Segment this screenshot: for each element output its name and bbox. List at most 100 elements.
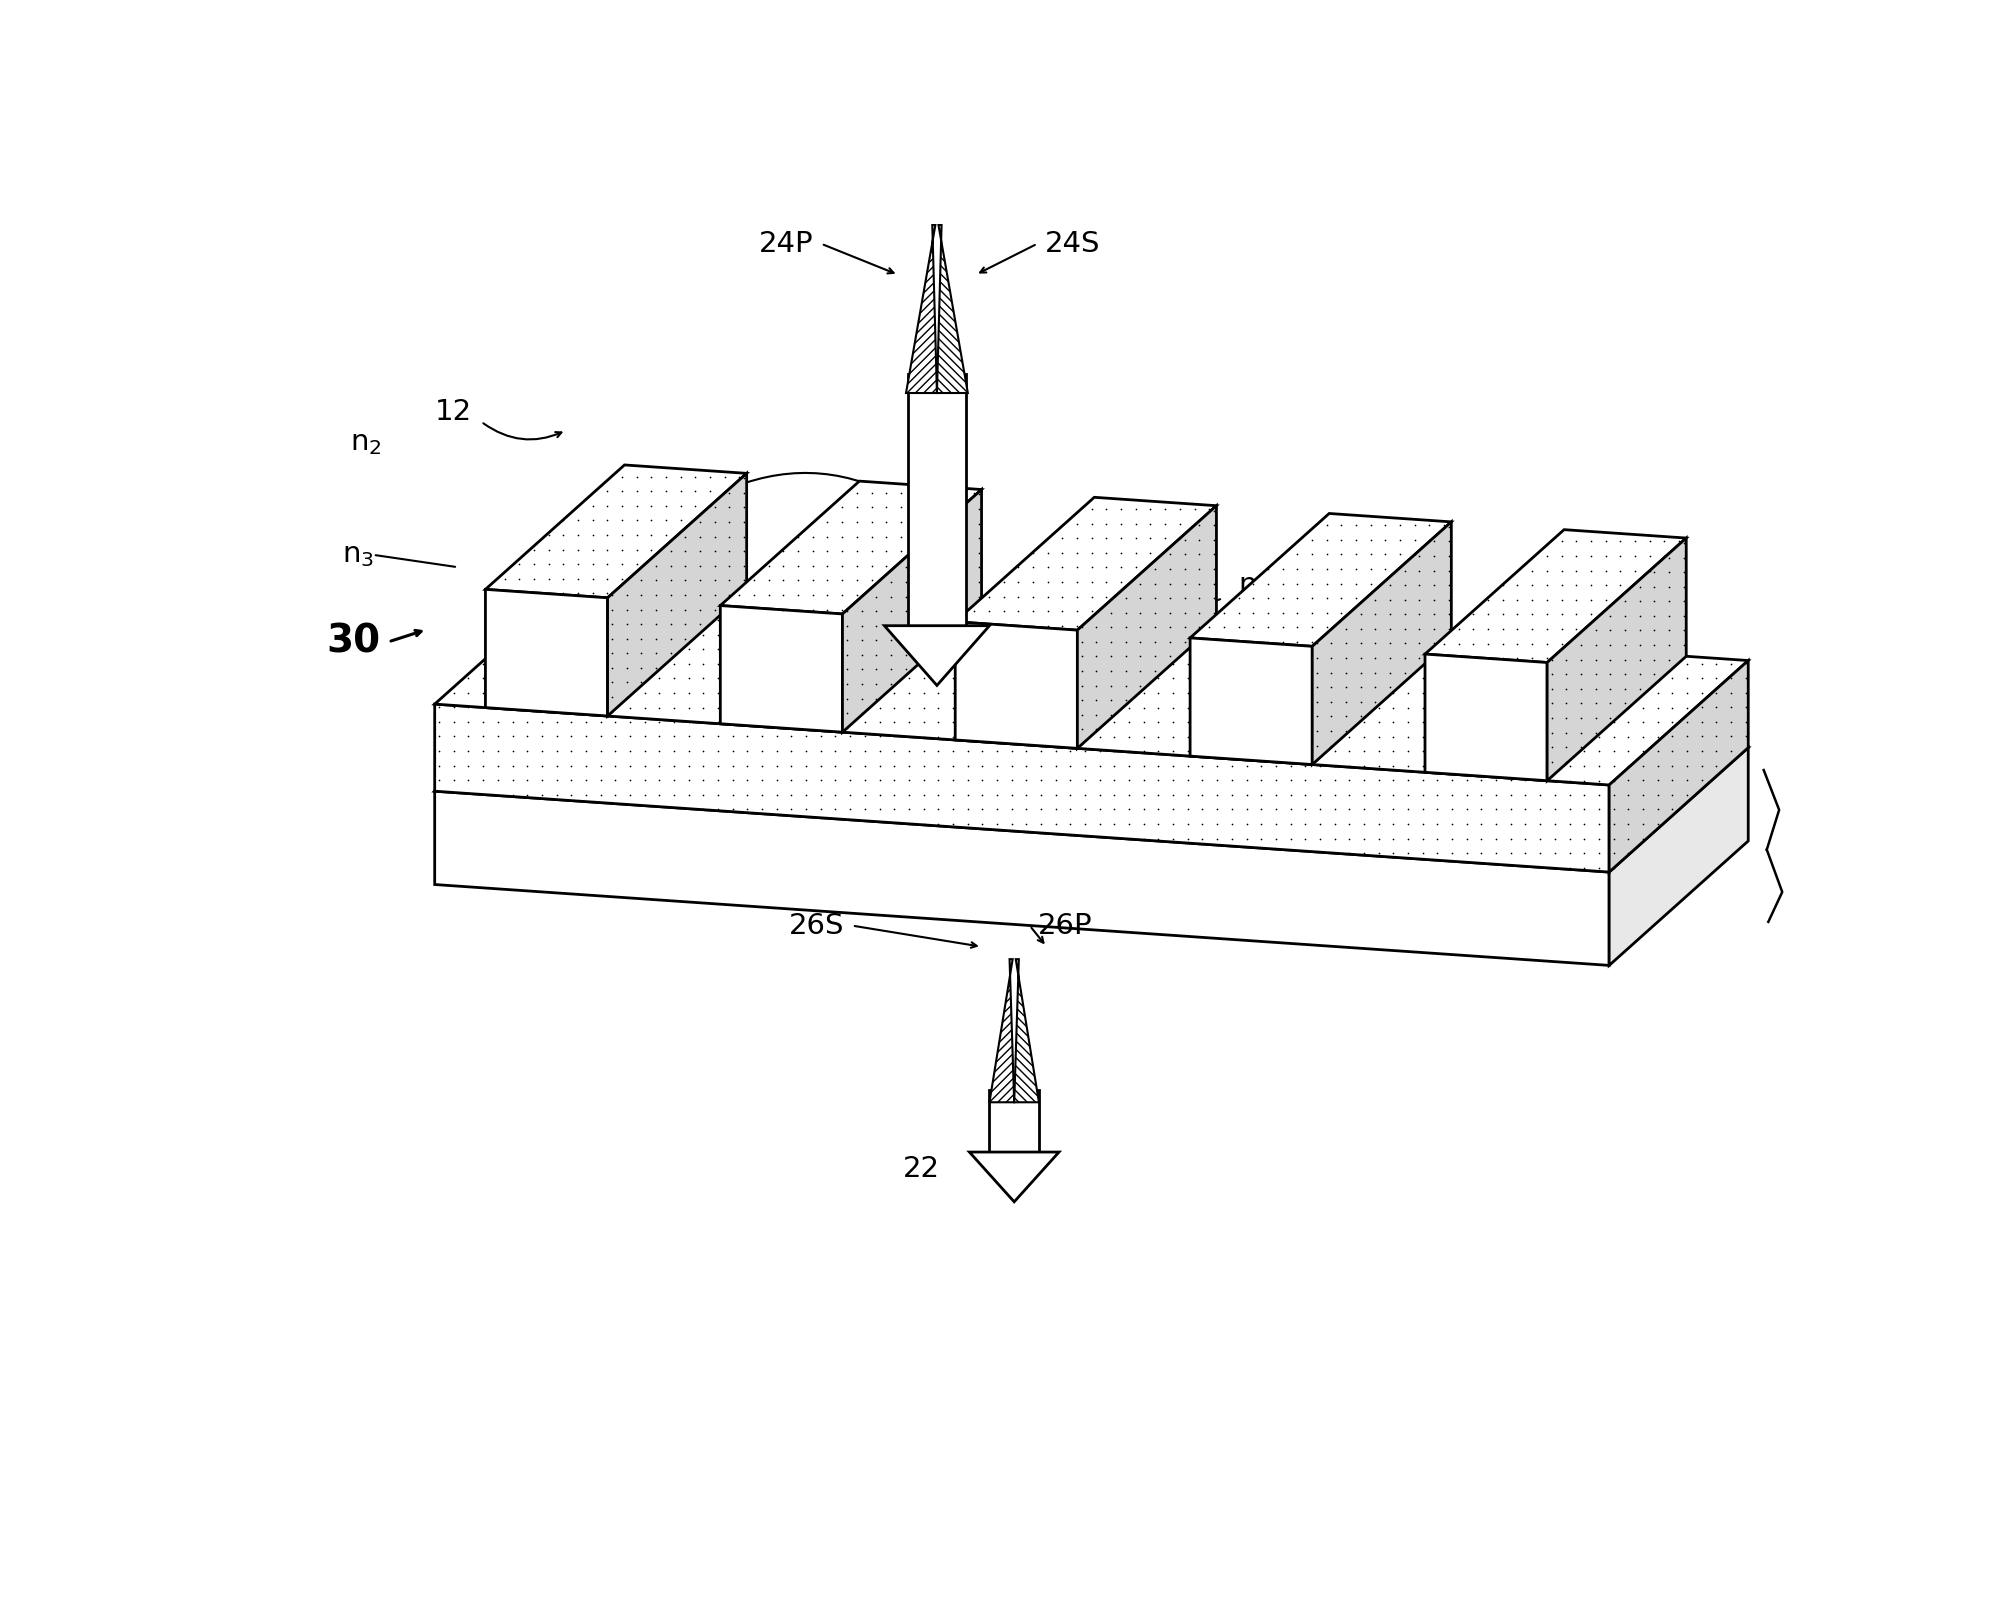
Point xyxy=(1157,709,1188,735)
Point xyxy=(1186,622,1218,648)
Point xyxy=(596,582,628,608)
Point xyxy=(1392,666,1424,692)
Point xyxy=(893,651,925,677)
Point xyxy=(1111,629,1143,654)
Point xyxy=(1392,709,1424,735)
Point xyxy=(1246,811,1278,837)
Point xyxy=(1222,585,1254,611)
Point xyxy=(614,608,646,633)
Point xyxy=(762,622,794,648)
Point xyxy=(732,709,764,735)
Point xyxy=(1246,651,1278,677)
Point xyxy=(820,651,851,677)
Point xyxy=(1216,622,1248,648)
Point xyxy=(1418,601,1450,627)
Point xyxy=(1406,695,1438,721)
Point xyxy=(1515,630,1547,656)
Point xyxy=(1182,585,1214,611)
Point xyxy=(1480,782,1511,808)
Point xyxy=(1186,637,1218,663)
Point xyxy=(540,724,572,750)
Point xyxy=(919,583,951,609)
Point xyxy=(889,612,921,638)
Polygon shape xyxy=(1190,638,1312,764)
Point xyxy=(688,680,720,706)
Point xyxy=(1334,724,1366,750)
Point xyxy=(776,680,808,706)
Point xyxy=(1671,680,1703,706)
Point xyxy=(680,478,712,504)
Point xyxy=(1344,674,1376,700)
Point xyxy=(746,593,778,619)
Point xyxy=(1186,695,1218,721)
Point xyxy=(967,709,999,735)
Point xyxy=(1252,629,1284,654)
Point xyxy=(841,524,873,549)
Point xyxy=(1143,797,1174,823)
Point xyxy=(1300,703,1332,729)
Point xyxy=(672,782,704,808)
Point xyxy=(716,593,748,619)
Point xyxy=(628,608,660,633)
Text: $\Lambda$: $\Lambda$ xyxy=(1434,671,1460,705)
Point xyxy=(1316,630,1348,656)
Point xyxy=(967,695,999,721)
Point xyxy=(672,666,704,692)
Point xyxy=(1452,637,1484,663)
Point xyxy=(973,583,1005,609)
Point xyxy=(650,522,682,548)
Point xyxy=(1300,718,1332,743)
Point xyxy=(1304,768,1336,793)
Point xyxy=(1310,614,1342,640)
Point xyxy=(1069,622,1101,648)
Point xyxy=(1099,622,1131,648)
Point xyxy=(584,608,616,633)
Point xyxy=(1539,709,1571,735)
Point xyxy=(1274,826,1306,852)
Point xyxy=(497,782,528,808)
Point xyxy=(1553,709,1585,735)
Point xyxy=(1404,601,1436,627)
Point xyxy=(1496,826,1527,852)
Point xyxy=(1392,811,1424,837)
Point xyxy=(1178,511,1210,537)
Point xyxy=(1330,674,1362,700)
Point xyxy=(554,739,586,764)
Point xyxy=(1360,659,1392,685)
Point xyxy=(1290,651,1322,677)
Point xyxy=(1172,811,1204,837)
Point xyxy=(532,551,564,577)
Point xyxy=(995,753,1027,779)
Point xyxy=(1466,768,1497,793)
Point xyxy=(1304,826,1336,852)
Point xyxy=(716,622,748,648)
Point xyxy=(1567,826,1599,852)
Text: 24P: 24P xyxy=(758,229,814,257)
Point xyxy=(1266,570,1298,596)
Point xyxy=(933,612,965,638)
Text: 20: 20 xyxy=(668,478,706,506)
Point xyxy=(1452,826,1484,852)
Point xyxy=(562,507,594,533)
Point xyxy=(776,593,808,619)
Point xyxy=(640,567,672,593)
Point xyxy=(877,622,909,648)
Point xyxy=(1246,622,1278,648)
Point xyxy=(502,566,534,591)
Point xyxy=(584,782,616,808)
Point xyxy=(1619,528,1651,554)
Point xyxy=(658,782,690,808)
Point xyxy=(826,567,857,593)
Point xyxy=(951,768,983,793)
Point xyxy=(1246,666,1278,692)
Point xyxy=(1025,753,1057,779)
Point xyxy=(610,596,642,622)
Point xyxy=(1559,543,1591,569)
Point xyxy=(1583,855,1615,881)
Point xyxy=(1422,651,1454,677)
Point xyxy=(1125,585,1157,611)
Point xyxy=(1330,718,1362,743)
Point xyxy=(610,625,642,651)
Point xyxy=(1667,617,1699,643)
Point xyxy=(658,651,690,677)
